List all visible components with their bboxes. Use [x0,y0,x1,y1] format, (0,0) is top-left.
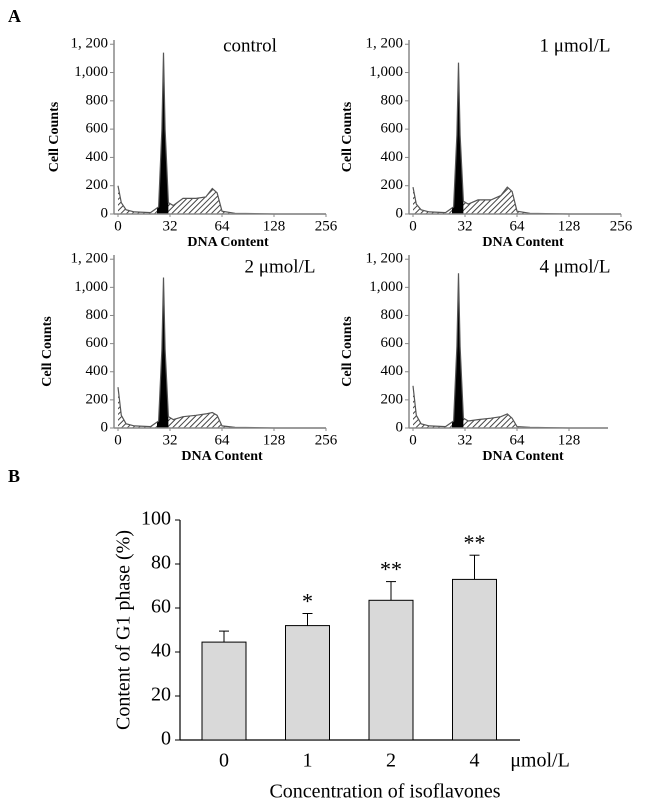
x-tick-label: 128 [558,432,581,448]
y-tick-label: 1,000 [74,279,108,295]
y-tick-label: 600 [381,335,404,351]
y-tick-label: 100 [141,508,171,530]
y-tick-label: 800 [86,92,109,108]
x-tick-label: 64 [215,218,231,234]
histogram-line [412,62,621,215]
panel-label: B [8,466,20,486]
x-tick-label: 0 [409,432,417,448]
panel-label: A [8,6,21,26]
x-tick-label: 32 [163,432,178,448]
y-tick-label: 1,000 [74,64,108,80]
x-axis-label: DNA Content [187,235,269,250]
g1-peak [452,273,464,428]
y-tick-label: 600 [86,121,109,137]
y-tick-label: 0 [161,728,171,750]
x-tick-label: 0 [409,218,417,234]
y-tick-label: 600 [86,335,109,351]
histogram-line [412,273,608,429]
y-tick-label: 400 [381,363,404,379]
bar [285,625,330,741]
histogram-area [413,273,608,428]
x-tick-label: 64 [510,218,526,234]
x-tick-label: 256 [315,432,338,448]
chart-title: 4 μmol/L [540,256,611,277]
y-tick-label: 0 [396,205,404,221]
histogram-line [117,277,326,429]
g1-peak [157,52,169,214]
y-tick-label: 800 [381,307,404,323]
x-tick-label: 1 [303,750,313,772]
bar [368,599,414,741]
y-tick-label: 1, 200 [71,36,109,52]
significance-label: ** [380,557,402,582]
chart-title: 1 μmol/L [540,35,611,56]
x-unit: μmol/L [510,750,570,772]
x-tick-label: 128 [558,218,581,234]
x-tick-label: 4 [470,750,480,772]
y-tick-label: 800 [86,307,109,323]
y-tick-label: 400 [86,149,109,165]
x-tick-label: 64 [215,432,231,448]
x-tick-label: 32 [458,432,473,448]
x-tick-label: 32 [458,218,473,234]
x-axis-label: Concentration of isoflavones [269,781,500,803]
x-tick-label: 0 [219,750,229,772]
histogram-area [118,277,326,428]
y-tick-label: 80 [151,552,171,574]
x-tick-label: 256 [315,218,338,234]
y-tick-label: 200 [381,391,404,407]
significance-label: * [302,589,313,614]
y-tick-label: 40 [151,640,171,662]
g1-peak [157,277,169,428]
y-axis-label: Cell Counts [340,316,355,387]
x-tick-label: 0 [114,218,122,234]
chart-title: 2 μmol/L [245,256,316,277]
histogram-area [118,52,326,215]
y-tick-label: 1, 200 [71,251,109,267]
y-tick-label: 1,000 [369,279,403,295]
y-tick-label: 0 [396,419,404,435]
x-axis-label: DNA Content [181,449,263,464]
y-tick-label: 200 [86,177,109,193]
y-axis-label: Cell Counts [40,316,55,387]
y-tick-label: 400 [381,149,404,165]
y-axis-label: Cell Counts [47,101,62,172]
bar [201,641,247,741]
y-tick-label: 1, 200 [366,36,404,52]
x-tick-label: 32 [163,218,178,234]
y-tick-label: 0 [101,419,109,435]
y-tick-label: 0 [101,205,109,221]
y-axis-label: Content of G1 phase (%) [113,530,135,730]
x-axis-label: DNA Content [482,449,564,464]
x-tick-label: 128 [263,218,286,234]
x-tick-label: 128 [263,432,286,448]
significance-label: ** [464,530,486,555]
x-axis-label: DNA Content [482,235,564,250]
y-tick-label: 1,000 [369,64,403,80]
y-tick-label: 200 [381,177,404,193]
x-tick-label: 64 [510,432,526,448]
y-tick-label: 400 [86,363,109,379]
histogram-line [117,52,326,215]
x-tick-label: 0 [114,432,122,448]
y-axis-label: Cell Counts [340,101,355,172]
y-tick-label: 600 [381,121,404,137]
y-tick-label: 800 [381,92,404,108]
x-tick-label: 2 [386,750,396,772]
y-tick-label: 60 [151,596,171,618]
y-tick-label: 200 [86,391,109,407]
x-tick-label: 256 [610,218,633,234]
histogram-area [413,62,621,214]
g1-peak [452,62,464,214]
bar [452,578,497,741]
chart-title: control [223,35,277,56]
y-tick-label: 20 [151,684,171,706]
y-tick-label: 1, 200 [366,251,404,267]
